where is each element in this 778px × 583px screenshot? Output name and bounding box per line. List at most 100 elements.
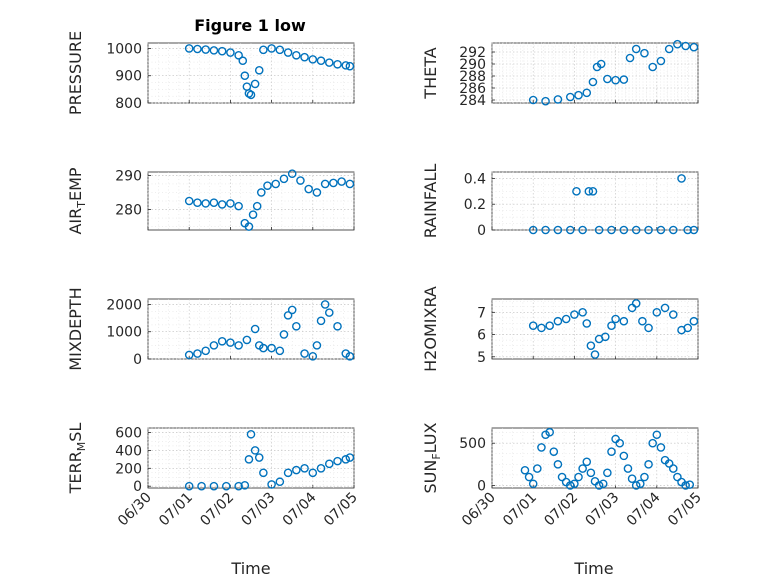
- data-point: [184, 481, 194, 491]
- x-tick-label: 07/04: [624, 489, 664, 529]
- data-point: [312, 188, 322, 197]
- data-point: [296, 176, 305, 185]
- data-point: [631, 225, 641, 235]
- data-point: [586, 468, 596, 478]
- data-point: [631, 481, 641, 490]
- data-point: [683, 323, 693, 333]
- data-point: [528, 321, 538, 330]
- x-tick-label: 07/03: [583, 490, 623, 530]
- data-point: [557, 472, 567, 482]
- data-point: [545, 427, 554, 437]
- data-point: [234, 201, 243, 211]
- data-point: [201, 346, 210, 356]
- y-tick-label: 600: [115, 425, 142, 441]
- data-point: [267, 480, 276, 489]
- data-point: [652, 308, 662, 317]
- data-point: [240, 481, 250, 490]
- data-point: [267, 343, 276, 353]
- data-point: [300, 463, 309, 473]
- data-point: [660, 303, 670, 313]
- data-point: [631, 44, 641, 54]
- data-point: [553, 316, 563, 326]
- data-point: [572, 187, 581, 196]
- data-point: [252, 201, 262, 211]
- data-point: [292, 50, 301, 60]
- data-point: [250, 446, 260, 455]
- data-point: [316, 463, 326, 473]
- x-axis-label-right: Time: [573, 559, 613, 578]
- data-point: [561, 314, 571, 324]
- data-point: [685, 480, 695, 489]
- data-point: [275, 346, 285, 356]
- subplot-rainfall: 0 0.2 0.4 RAINFALL: [421, 164, 699, 239]
- data-point: [271, 179, 281, 189]
- data-point: [656, 225, 666, 235]
- subplot-air-temp: 280 290 AIRTEMP: [66, 167, 355, 235]
- data-point: [586, 341, 596, 350]
- data-point: [549, 447, 559, 456]
- y-tick-label: 290: [115, 168, 142, 184]
- y-axis-label: H2OMIXRA: [421, 286, 440, 372]
- data-point: [254, 65, 264, 75]
- y-tick-label: 1000: [106, 41, 142, 57]
- x-tick-label: 07/03: [239, 490, 279, 530]
- x-tick-label: 07/04: [280, 489, 320, 529]
- data-point: [221, 481, 231, 491]
- data-point: [333, 59, 342, 69]
- data-point: [341, 61, 351, 70]
- data-point: [244, 455, 254, 464]
- data-point: [640, 472, 649, 482]
- data-point: [240, 71, 250, 81]
- x-tick-label: 06/30: [115, 490, 155, 530]
- data-point: [209, 341, 219, 350]
- subplot-h2omixra: 5 6 7 H2OMIXRA: [421, 286, 699, 372]
- data-point: [603, 74, 612, 84]
- data-point: [300, 349, 309, 358]
- data-point: [250, 324, 260, 334]
- data-point: [238, 56, 248, 66]
- data-point: [279, 330, 289, 339]
- data-point: [312, 341, 322, 350]
- data-point: [193, 198, 202, 208]
- data-point: [640, 48, 649, 58]
- data-point: [541, 225, 550, 235]
- y-tick-label: 286: [459, 81, 486, 97]
- data-point: [217, 200, 227, 209]
- data-point: [345, 453, 355, 462]
- data-point: [345, 61, 355, 71]
- y-axis-label: MIXDEPTH: [66, 287, 85, 370]
- data-point: [611, 75, 620, 85]
- x-tick-label: 07/01: [156, 490, 196, 530]
- data-point: [256, 188, 266, 197]
- data-point: [201, 45, 210, 54]
- data-point: [259, 45, 268, 55]
- data-point: [292, 321, 301, 331]
- data-point: [648, 438, 657, 448]
- y-tick-label: 500: [459, 436, 486, 452]
- subplot-pressure: 800 900 1000 PRESSURE: [66, 31, 355, 115]
- data-point: [246, 429, 256, 439]
- data-point: [244, 222, 254, 231]
- data-point: [588, 77, 598, 87]
- data-point: [607, 447, 616, 456]
- data-point: [582, 88, 592, 98]
- data-point: [689, 225, 699, 235]
- y-tick-label: 0: [133, 352, 142, 368]
- data-point: [553, 460, 563, 469]
- y-tick-label: 0.4: [464, 171, 486, 187]
- data-point: [283, 311, 293, 320]
- data-point: [627, 474, 637, 484]
- data-point: [574, 90, 583, 100]
- y-tick-label: 288: [459, 69, 486, 85]
- data-point: [668, 225, 678, 235]
- data-point: [217, 46, 227, 56]
- data-point: [565, 92, 575, 102]
- data-point: [333, 321, 342, 331]
- y-tick-label: 200: [115, 461, 142, 477]
- y-tick-label: 5: [477, 350, 486, 366]
- data-point: [607, 321, 616, 330]
- x-tick-label: 07/01: [500, 490, 540, 530]
